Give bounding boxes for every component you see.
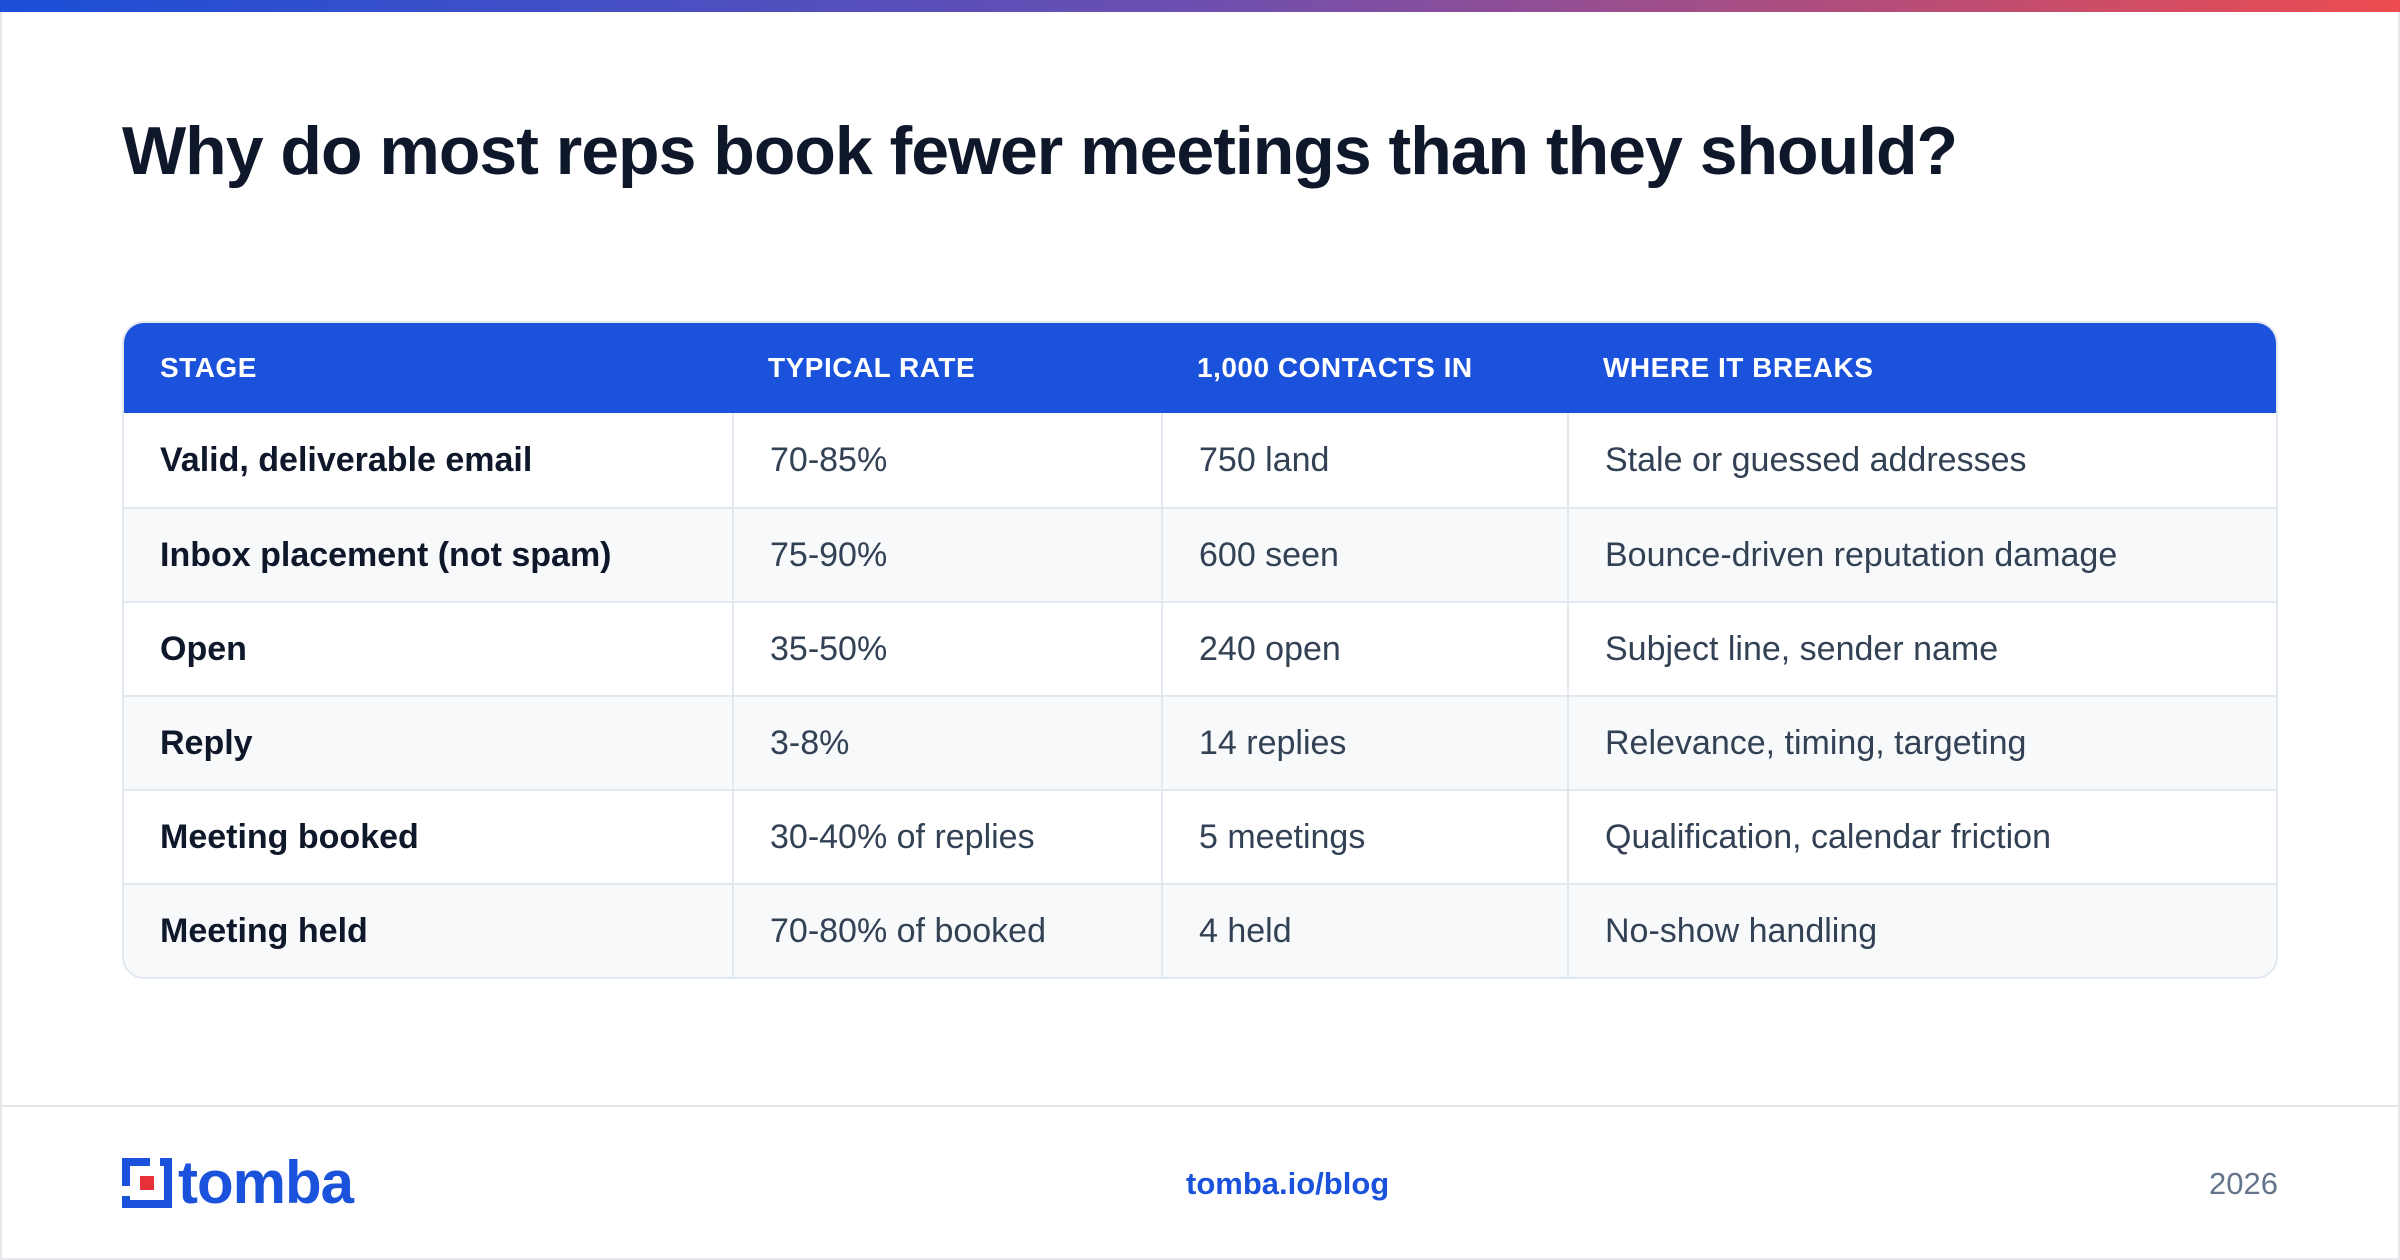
cell-contacts: 240 open bbox=[1161, 603, 1567, 695]
footer-year: 2026 bbox=[2209, 1166, 2278, 1201]
table-header: STAGE TYPICAL RATE 1,000 CONTACTS IN WHE… bbox=[124, 323, 2276, 413]
table-row: Meeting booked 30-40% of replies 5 meeti… bbox=[124, 789, 2276, 883]
cell-stage: Meeting held bbox=[160, 911, 368, 950]
cell-stage: Reply bbox=[160, 723, 253, 762]
cell-contacts: 14 replies bbox=[1161, 697, 1567, 789]
tomba-logo[interactable]: tomba bbox=[122, 1149, 354, 1216]
cell-stage: Valid, deliverable email bbox=[160, 440, 533, 479]
header-where-it-breaks: WHERE IT BREAKS bbox=[1603, 352, 1874, 383]
table-row: Reply 3-8% 14 replies Relevance, timing,… bbox=[124, 695, 2276, 789]
cell-breaks: No-show handling bbox=[1567, 885, 2276, 977]
header-stage: STAGE bbox=[160, 352, 257, 383]
cell-breaks: Subject line, sender name bbox=[1567, 603, 2276, 695]
page-title: Why do most reps book fewer meetings tha… bbox=[122, 113, 1958, 189]
table-row: Open 35-50% 240 open Subject line, sende… bbox=[124, 601, 2276, 695]
header-contacts-in: 1,000 CONTACTS IN bbox=[1197, 352, 1473, 383]
cell-breaks: Stale or guessed addresses bbox=[1567, 413, 2276, 507]
cell-breaks: Relevance, timing, targeting bbox=[1567, 697, 2276, 789]
cell-contacts: 750 land bbox=[1161, 413, 1567, 507]
cell-rate: 70-85% bbox=[732, 413, 1161, 507]
blog-link[interactable]: tomba.io/blog bbox=[1186, 1166, 1390, 1201]
cell-rate: 3-8% bbox=[732, 697, 1161, 789]
cell-rate: 35-50% bbox=[732, 603, 1161, 695]
table-row: Inbox placement (not spam) 75-90% 600 se… bbox=[124, 507, 2276, 601]
funnel-table: STAGE TYPICAL RATE 1,000 CONTACTS IN WHE… bbox=[122, 321, 2278, 979]
tomba-logo-icon bbox=[122, 1158, 172, 1208]
cell-breaks: Bounce-driven reputation damage bbox=[1567, 509, 2276, 601]
table-body: Valid, deliverable email 70-85% 750 land… bbox=[124, 413, 2276, 977]
cell-contacts: 4 held bbox=[1161, 885, 1567, 977]
cell-breaks: Qualification, calendar friction bbox=[1567, 791, 2276, 883]
table-row: Valid, deliverable email 70-85% 750 land… bbox=[124, 413, 2276, 507]
footer-divider bbox=[0, 1105, 2400, 1107]
cell-rate: 75-90% bbox=[732, 509, 1161, 601]
cell-rate: 70-80% of booked bbox=[732, 885, 1161, 977]
cell-stage: Open bbox=[160, 629, 247, 668]
top-gradient-bar bbox=[0, 0, 2400, 12]
cell-contacts: 600 seen bbox=[1161, 509, 1567, 601]
cell-stage: Inbox placement (not spam) bbox=[160, 535, 612, 574]
header-typical-rate: TYPICAL RATE bbox=[768, 352, 976, 383]
logo-wordmark: tomba bbox=[178, 1149, 354, 1216]
table-row: Meeting held 70-80% of booked 4 held No-… bbox=[124, 883, 2276, 977]
cell-stage: Meeting booked bbox=[160, 817, 419, 856]
cell-rate: 30-40% of replies bbox=[732, 791, 1161, 883]
cell-contacts: 5 meetings bbox=[1161, 791, 1567, 883]
